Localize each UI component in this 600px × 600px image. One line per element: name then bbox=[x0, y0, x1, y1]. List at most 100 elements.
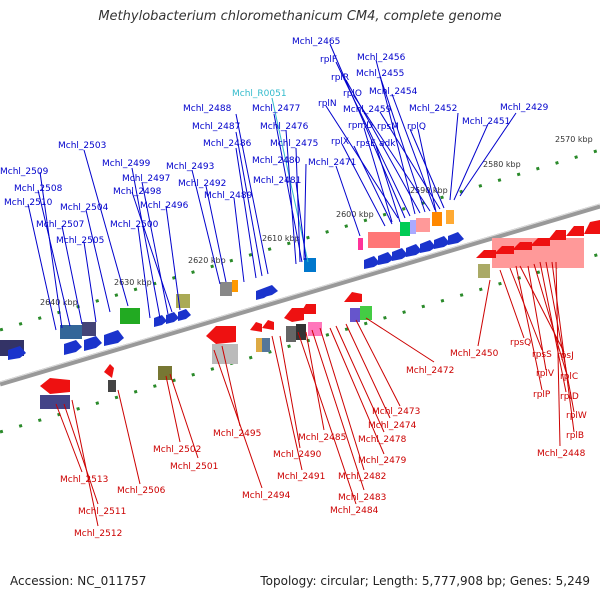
gene-arrow-forward[interactable] bbox=[378, 252, 394, 265]
gene-block[interactable] bbox=[304, 258, 316, 272]
gene-block[interactable] bbox=[256, 338, 266, 352]
gene-label[interactable]: Mchl_2509 bbox=[0, 167, 49, 177]
gene-label[interactable]: Mchl_2489 bbox=[204, 191, 253, 201]
gene-arrow-forward[interactable] bbox=[448, 232, 464, 245]
gene-arrow-forward[interactable] bbox=[434, 236, 450, 249]
gene-label[interactable]: rpmD bbox=[348, 121, 373, 131]
gene-label[interactable]: Mchl_2452 bbox=[409, 104, 457, 114]
gene-label[interactable]: Mchl_2507 bbox=[36, 220, 84, 230]
gene-label[interactable]: Mchl_2471 bbox=[308, 158, 356, 168]
gene-block[interactable] bbox=[296, 324, 306, 340]
gene-block[interactable] bbox=[308, 322, 322, 336]
gene-label[interactable]: Mchl_2492 bbox=[178, 179, 226, 189]
gene-label[interactable]: rpsS bbox=[532, 350, 552, 360]
gene-arrow-forward[interactable] bbox=[104, 330, 124, 346]
gene-block[interactable] bbox=[212, 344, 238, 364]
gene-block[interactable] bbox=[60, 325, 82, 339]
gene-label[interactable]: Mchl_2488 bbox=[183, 104, 232, 114]
gene-arrow-forward[interactable] bbox=[364, 256, 380, 269]
gene-label[interactable]: Mchl_2504 bbox=[60, 203, 109, 213]
gene-block[interactable] bbox=[368, 232, 400, 248]
gene-label[interactable]: Mchl_2485 bbox=[298, 433, 346, 443]
gene-arrow-forward[interactable] bbox=[420, 240, 436, 253]
gene-label[interactable]: rplN bbox=[318, 99, 337, 109]
gene-label[interactable]: Mchl_2475 bbox=[270, 139, 318, 149]
gene-label[interactable]: Mchl_2477 bbox=[252, 104, 300, 114]
gene-label[interactable]: rplW bbox=[566, 411, 587, 421]
gene-arrow-reverse[interactable] bbox=[530, 238, 550, 246]
gene-label[interactable]: Mchl_2472 bbox=[406, 366, 454, 376]
gene-label[interactable]: Mchl_2512 bbox=[74, 529, 122, 539]
gene-arrow-reverse[interactable] bbox=[40, 378, 70, 394]
gene-label[interactable]: Mchl_2478 bbox=[358, 435, 407, 445]
gene-label[interactable]: rpsM bbox=[377, 122, 399, 132]
gene-label[interactable]: Mchl_2482 bbox=[338, 472, 386, 482]
gene-label[interactable]: Mchl_2500 bbox=[110, 220, 159, 230]
gene-arrow-forward[interactable] bbox=[8, 346, 26, 360]
gene-arrow-forward[interactable] bbox=[406, 244, 422, 257]
gene-arrow-reverse[interactable] bbox=[566, 226, 584, 236]
gene-block[interactable] bbox=[478, 264, 490, 278]
gene-label[interactable]: Mchl_2490 bbox=[273, 450, 322, 460]
gene-arrow-forward[interactable] bbox=[84, 336, 102, 351]
gene-label[interactable]: rplP bbox=[533, 390, 551, 400]
gene-label[interactable]: Mchl_2456 bbox=[357, 53, 406, 63]
gene-label[interactable]: Mchl_2495 bbox=[213, 429, 261, 439]
gene-arrow-reverse[interactable] bbox=[262, 320, 274, 330]
gene-label[interactable]: Mchl_2501 bbox=[170, 462, 218, 472]
gene-arrow-forward[interactable] bbox=[264, 285, 278, 297]
gene-label[interactable]: rplO bbox=[343, 89, 362, 99]
gene-label[interactable]: rpsQ bbox=[510, 338, 531, 348]
gene-arrow-reverse[interactable] bbox=[494, 246, 514, 254]
gene-label[interactable]: rplX bbox=[331, 137, 349, 147]
gene-arrow-reverse[interactable] bbox=[512, 242, 532, 250]
gene-label[interactable]: Mchl_R0051 bbox=[232, 89, 287, 99]
gene-arrow-forward[interactable] bbox=[178, 309, 191, 321]
gene-label[interactable]: Mchl_2508 bbox=[14, 184, 63, 194]
gene-label[interactable]: Mchl_2496 bbox=[140, 201, 189, 211]
gene-label[interactable]: rplB bbox=[566, 431, 584, 441]
gene-label[interactable]: Mchl_2494 bbox=[242, 491, 291, 501]
gene-label[interactable]: Mchl_2511 bbox=[78, 507, 126, 517]
gene-arrow-reverse[interactable] bbox=[344, 292, 362, 302]
gene-label[interactable]: Mchl_2484 bbox=[330, 506, 379, 516]
gene-block[interactable] bbox=[446, 210, 454, 224]
gene-label[interactable]: rplR bbox=[331, 73, 349, 83]
gene-block[interactable] bbox=[350, 308, 360, 322]
gene-label[interactable]: Mchl_2454 bbox=[369, 87, 418, 97]
gene-label[interactable]: Mchl_2486 bbox=[203, 139, 252, 149]
gene-arrow-reverse[interactable] bbox=[206, 326, 236, 344]
gene-arrow-forward[interactable] bbox=[392, 248, 408, 261]
gene-label[interactable]: Mchl_2479 bbox=[358, 456, 407, 466]
gene-block[interactable] bbox=[262, 338, 270, 352]
gene-label[interactable]: Mchl_2499 bbox=[102, 159, 151, 169]
gene-block[interactable] bbox=[400, 222, 410, 236]
gene-label[interactable]: Mchl_2480 bbox=[252, 156, 301, 166]
gene-label[interactable]: Mchl_2465 bbox=[292, 37, 340, 47]
gene-block[interactable] bbox=[410, 220, 416, 234]
gene-block[interactable] bbox=[220, 282, 232, 296]
gene-label[interactable]: Mchl_2502 bbox=[153, 445, 201, 455]
gene-arrow-forward[interactable] bbox=[166, 312, 179, 324]
gene-arrow-reverse[interactable] bbox=[250, 322, 262, 332]
gene-label[interactable]: adk bbox=[379, 139, 396, 149]
gene-block[interactable] bbox=[232, 280, 238, 292]
gene-label[interactable]: Mchl_2498 bbox=[113, 187, 162, 197]
gene-label[interactable]: Mchl_2487 bbox=[192, 122, 240, 132]
gene-block[interactable] bbox=[40, 395, 70, 409]
gene-label[interactable]: rpsJ bbox=[557, 351, 574, 361]
gene-arrow-forward[interactable] bbox=[64, 340, 82, 355]
gene-label[interactable]: rpsE bbox=[356, 139, 376, 149]
gene-label[interactable]: Mchl_2450 bbox=[450, 349, 499, 359]
gene-label[interactable]: Mchl_2493 bbox=[166, 162, 214, 172]
gene-label[interactable]: Mchl_2429 bbox=[500, 103, 549, 113]
gene-label[interactable]: Mchl_2505 bbox=[56, 236, 104, 246]
gene-arrow-reverse[interactable] bbox=[476, 250, 496, 258]
gene-label[interactable]: Mchl_2476 bbox=[260, 122, 309, 132]
gene-label[interactable]: Mchl_2513 bbox=[60, 475, 108, 485]
gene-block[interactable] bbox=[358, 238, 363, 250]
gene-label[interactable]: Mchl_2451 bbox=[462, 117, 510, 127]
gene-block[interactable] bbox=[82, 322, 96, 336]
gene-block[interactable] bbox=[432, 212, 442, 226]
gene-label[interactable]: Mchl_2459 bbox=[343, 105, 392, 115]
